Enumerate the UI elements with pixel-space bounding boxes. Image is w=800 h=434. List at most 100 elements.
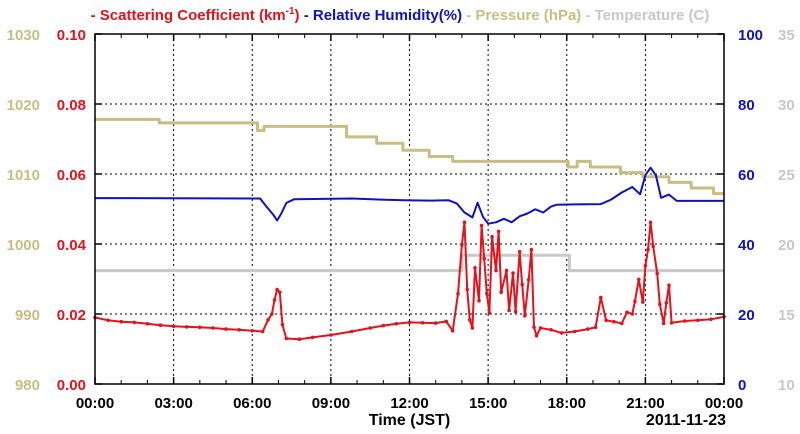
time-axis: 00:00 03:00 06:00 09:00 12:00 15:00 18:00 21:00… <box>76 34 743 412</box>
scattering-coefficient-km-1-point <box>664 301 669 305</box>
legend-item-3: - Temperature ( <box>581 7 693 24</box>
humidity-tick-label: 0 <box>738 377 746 394</box>
scattering-coefficient-km-1-point <box>450 329 455 333</box>
scattering-coefficient-km-1-point <box>119 319 123 324</box>
temperature-tick-label: 20 <box>778 237 795 254</box>
scattering-tick-label: 0.00 <box>57 377 86 394</box>
scattering-coefficient-km-1-point <box>532 325 536 330</box>
scattering-coefficient-km-1-point <box>171 324 176 329</box>
scattering-coefficient-km-1-point <box>381 323 386 328</box>
scattering-coefficient-km-1-point <box>633 299 637 304</box>
scattering-coefficient-km-1-point <box>658 302 662 307</box>
scattering-coefficient-km-1-point <box>620 321 624 326</box>
scattering-coefficient-km-1-point <box>479 223 484 228</box>
scattering-coefficient-km-1-point <box>529 247 534 252</box>
x-axis-label: Time (JST) <box>369 412 451 429</box>
scattering-coefficient-km-1-point <box>420 321 425 325</box>
scattering-coefficient-km-1-point <box>520 282 524 287</box>
scattering-coefficient-km-1-point <box>511 271 515 275</box>
scattering-coefficient-km-1-point <box>526 277 531 282</box>
x-tick-label: 12:00 <box>390 395 428 412</box>
legend-item-suffix: C) <box>694 7 710 24</box>
pressure-tick-label: 1000 <box>7 237 40 254</box>
scattering-coefficient-km-1-point <box>278 290 282 295</box>
scattering-coefficient-km-1-point <box>523 314 527 318</box>
scattering-coefficient-km-1-point <box>132 320 137 325</box>
scattering-coefficient-km-1-point <box>310 335 315 340</box>
scattering-coefficient-km-1-point <box>350 329 354 334</box>
scattering-coefficient-km-1-point <box>485 291 489 296</box>
scattering-axis: 0.00 0.02 0.04 0.06 0.08 0.10 <box>57 27 102 394</box>
scattering-coefficient-km-1-point <box>444 319 449 324</box>
pressure-tick-label: 990 <box>15 307 40 324</box>
x-tick-label: 18:00 <box>548 395 586 412</box>
x-tick-label: 00:00 <box>705 395 743 412</box>
humidity-tick-label: 40 <box>738 237 755 254</box>
x-tick-label: 09:00 <box>312 395 350 412</box>
scattering-coefficient-km-1-point <box>394 322 399 326</box>
scattering-coefficient-km-1-point <box>646 247 650 252</box>
scattering-coefficient-km-1-point <box>507 308 511 313</box>
scattering-coefficient-km-1-point <box>329 333 333 337</box>
scattering-coefficient-km-1-point <box>517 249 522 254</box>
scattering-coefficient-km-1-point <box>559 331 564 335</box>
pressure-axis: 980 990 1000 1010 1020 1030 <box>7 27 40 394</box>
x-tick-label: 03:00 <box>154 395 192 412</box>
scattering-coefficient-km-1-point <box>599 295 603 300</box>
scattering-coefficient-km-1-point <box>669 321 674 325</box>
temperature-tick-label: 35 <box>778 27 795 44</box>
humidity-axis: 0 20 40 60 80 100 <box>717 27 763 394</box>
x-tick-label: 06:00 <box>233 395 271 412</box>
scattering-coefficient-km-1-point <box>585 327 590 331</box>
scattering-coefficient-km-1-point <box>496 229 501 234</box>
grid-lines <box>95 34 724 384</box>
scattering-coefficient-km-1-point <box>468 318 472 322</box>
scattering-coefficient-km-1-point <box>513 309 518 314</box>
scattering-coefficient-km-1-point <box>490 234 494 239</box>
pressure-tick-label: 1030 <box>7 27 40 44</box>
scattering-coefficient-km-1-point <box>651 244 655 249</box>
scattering-coefficient-km-1-point <box>184 325 189 329</box>
x-tick-label: 00:00 <box>76 395 114 412</box>
humidity-tick-label: 20 <box>738 307 755 324</box>
legend-item-1: - Relative Humidity(%) <box>300 7 463 24</box>
scattering-coefficient-km-1-point <box>198 325 202 330</box>
series-lines <box>93 117 726 342</box>
temperature-tick-label: 25 <box>778 167 795 184</box>
scattering-coefficient-km-1-point <box>272 298 277 302</box>
pressure-hpa-line <box>95 117 724 196</box>
scattering-coefficient-km-1-point <box>661 321 666 326</box>
humidity-tick-label: 80 <box>738 97 755 114</box>
scattering-coefficient-km-1-point <box>237 328 241 332</box>
scattering-coefficient-km-1-point <box>280 322 285 327</box>
scattering-coefficient-km-1-point <box>648 220 653 225</box>
scattering-coefficient-km-1-point <box>368 326 373 330</box>
scattering-tick-label: 0.02 <box>57 307 86 324</box>
legend-item-suffix: ) <box>295 7 300 24</box>
scattering-coefficient-km-1-point <box>266 318 270 322</box>
scattering-coefficient-km-1-point <box>538 326 543 330</box>
scattering-coefficient-km-1-point <box>549 328 553 332</box>
scattering-tick-label: 0.10 <box>57 27 86 44</box>
scattering-coefficient-km-1-point <box>460 242 464 247</box>
scattering-coefficient-km-1-point <box>106 318 110 323</box>
scattering-coefficient-km-1-point <box>667 283 671 288</box>
scattering-coefficient-km-1-point <box>407 320 412 325</box>
scattering-coefficient-km-1-point <box>224 327 228 331</box>
scattering-coefficient-km-1-point <box>655 271 659 276</box>
scattering-coefficient-km-1-point <box>477 298 481 303</box>
pressure-tick-label: 1010 <box>7 167 40 184</box>
legend-item-0: - Scattering Coefficient (km <box>91 7 286 24</box>
date-label: 2011-11-23 <box>646 412 726 429</box>
scattering-coefficient-km-1-point <box>499 290 504 295</box>
x-tick-label: 21:00 <box>626 395 664 412</box>
scattering-coefficient-km-1-point <box>145 322 150 326</box>
chart-legend: - Scattering Coefficient (km-1) - Relati… <box>91 6 710 24</box>
pressure-tick-label: 980 <box>15 377 40 394</box>
scattering-coefficient-km-1-point <box>470 326 475 330</box>
scattering-coefficient-km-1-point <box>593 325 598 330</box>
temperature-tick-label: 30 <box>778 97 795 114</box>
scattering-coefficient-km-1-point <box>612 319 616 324</box>
scattering-coefficient-km-1-point <box>494 268 498 273</box>
